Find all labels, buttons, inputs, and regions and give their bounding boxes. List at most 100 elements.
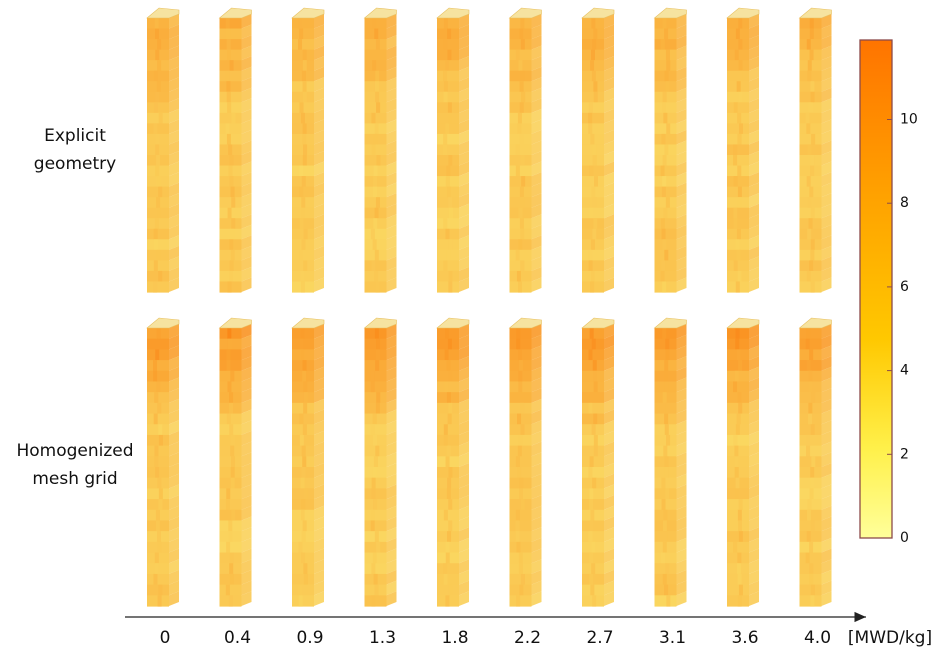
column-segment <box>227 381 231 392</box>
column-segment <box>510 155 532 166</box>
column-segment <box>373 218 377 229</box>
column-segment <box>662 239 666 250</box>
column-segment <box>655 166 677 177</box>
column-segment <box>589 488 593 499</box>
column-segment <box>518 446 522 457</box>
column-segment <box>443 71 447 82</box>
column-segment <box>663 113 667 124</box>
column-segment <box>519 134 523 145</box>
column-segment <box>661 271 665 282</box>
column-segment <box>727 39 749 50</box>
column-segment <box>447 446 451 457</box>
column-segment <box>231 197 235 208</box>
column-segment <box>591 239 595 250</box>
column-segment <box>220 499 242 510</box>
column-segment <box>510 531 532 542</box>
column-segment <box>588 113 592 124</box>
column-segment <box>365 281 387 292</box>
column-segment <box>147 260 169 271</box>
column-segment <box>736 328 740 339</box>
column-segment <box>447 250 451 261</box>
column-segment <box>155 563 159 574</box>
column-segment <box>739 71 743 82</box>
column-segment <box>226 499 230 510</box>
column-segment <box>147 71 169 82</box>
row-label: mesh grid <box>32 469 117 489</box>
column-segment <box>301 208 305 219</box>
column-segment <box>226 542 230 553</box>
column-segment <box>809 574 813 585</box>
column-segment <box>444 574 448 585</box>
x-tick-label: 1.8 <box>441 628 468 648</box>
column-segment <box>444 424 448 435</box>
column-segment <box>157 39 161 50</box>
column-segment <box>154 102 158 113</box>
column-segment <box>810 50 814 61</box>
column-segment <box>738 595 742 606</box>
column-segment <box>591 563 595 574</box>
column-segment <box>300 102 304 113</box>
column-segment <box>229 403 233 414</box>
column-segment <box>303 403 307 414</box>
column-segment <box>158 187 162 198</box>
column-segment <box>582 499 604 510</box>
column-segment <box>655 50 677 61</box>
column-segment <box>594 381 598 392</box>
column-segment <box>510 574 532 585</box>
column-segment <box>582 467 604 478</box>
column-segment <box>661 478 665 489</box>
column-segment <box>437 520 459 531</box>
x-axis-unit: [MWD/kg] <box>848 628 932 648</box>
column-segment <box>372 60 376 71</box>
column-segment <box>220 81 242 92</box>
column-segment <box>157 60 161 71</box>
column-segment <box>301 239 305 250</box>
column-segment <box>800 435 822 446</box>
column-segment <box>737 271 741 282</box>
column-segment <box>592 71 596 82</box>
column-segment <box>227 134 231 145</box>
column-segment <box>448 339 452 350</box>
column-segment <box>733 542 737 553</box>
column-segment <box>228 281 232 292</box>
column-segment <box>376 281 380 292</box>
column-segment <box>220 510 242 521</box>
column-segment <box>159 499 163 510</box>
column-segment <box>229 563 233 574</box>
column-segment <box>518 435 522 446</box>
column-segment <box>228 144 232 155</box>
column-segment <box>593 371 597 382</box>
column-segment <box>375 531 379 542</box>
column-segment <box>443 260 447 271</box>
column-segment <box>808 197 812 208</box>
column-segment <box>806 328 810 339</box>
column-segment <box>510 50 532 61</box>
column-segment <box>227 349 231 360</box>
column-segment <box>365 39 387 50</box>
column-segment <box>365 488 387 499</box>
column-segment <box>800 392 822 403</box>
column-segment <box>226 71 230 82</box>
column-segment <box>727 499 749 510</box>
column-segment <box>447 488 451 499</box>
column-segment <box>153 123 157 134</box>
column-segment <box>811 239 815 250</box>
column-segment <box>666 60 670 71</box>
column-segment <box>738 39 742 50</box>
column-segment <box>437 81 459 92</box>
column-segment <box>227 360 231 371</box>
column-segment <box>592 144 596 155</box>
column-segment <box>593 197 597 208</box>
column-segment <box>437 218 459 229</box>
column-segment <box>727 520 749 531</box>
column-segment <box>304 229 308 240</box>
column-segment <box>228 531 232 542</box>
column-segment <box>520 403 524 414</box>
column-segment <box>800 239 822 250</box>
column-segment <box>376 155 380 166</box>
column-segment <box>727 360 749 371</box>
column-segment <box>807 271 811 282</box>
column-segment <box>811 92 815 103</box>
column-segment <box>655 271 677 282</box>
column-segment <box>663 520 667 531</box>
